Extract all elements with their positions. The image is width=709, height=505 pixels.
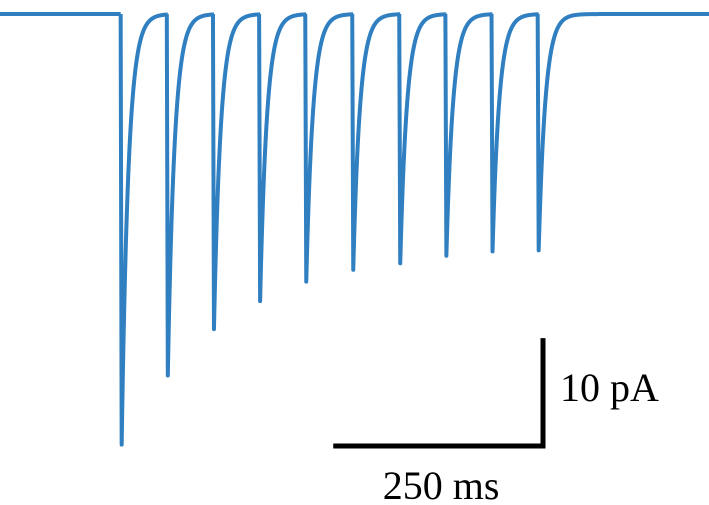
epsc — [210, 12, 262, 332]
epsc — [350, 12, 402, 272]
epsc — [164, 12, 216, 378]
epsc — [303, 12, 355, 284]
epsc — [489, 12, 541, 254]
epsc — [535, 12, 709, 253]
scale-label-x: 250 ms — [383, 463, 500, 505]
epsc — [443, 12, 495, 258]
epsc — [397, 12, 448, 266]
epsc — [257, 12, 308, 304]
scale-label-y: 10 pA — [560, 365, 659, 410]
epsc — [118, 12, 170, 447]
